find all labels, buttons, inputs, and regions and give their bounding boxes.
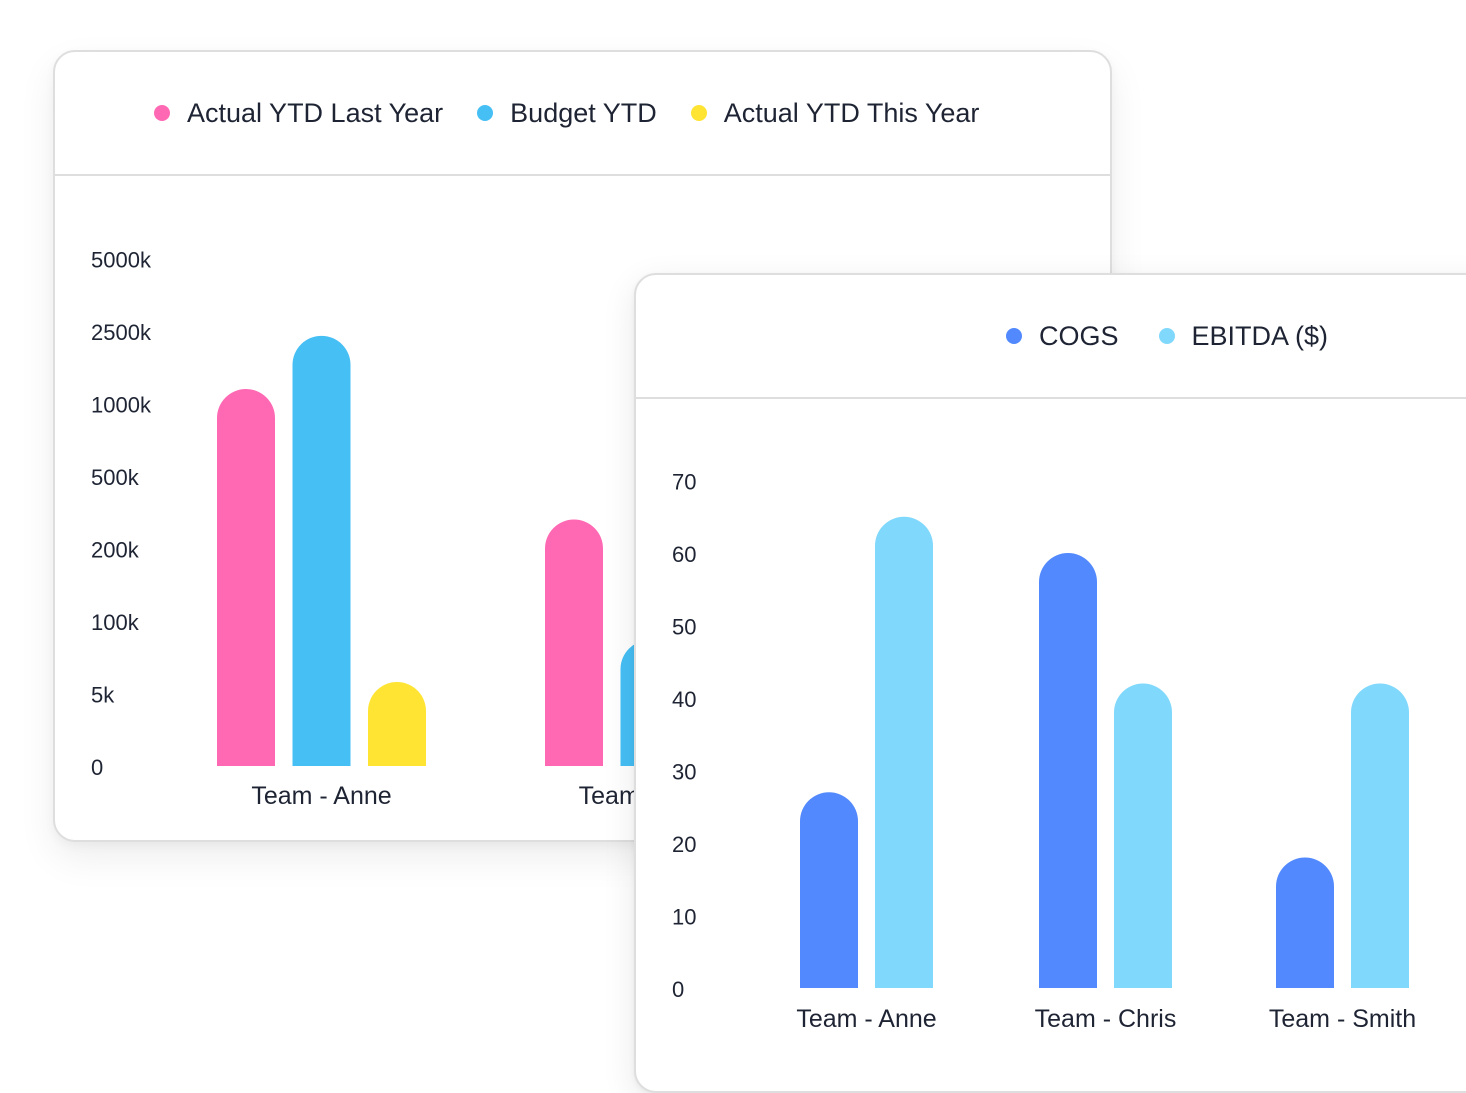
cogs-ebitda-y-tick-label: 40 [672,687,696,712]
cogs-ebitda-y-tick-label: 70 [672,470,696,495]
bar-cogs-team-anne[interactable] [800,792,858,988]
bar-ebitda-team-anne[interactable] [875,516,933,988]
bar-cogs-team-chris[interactable] [1039,553,1097,988]
ytd-y-tick-label: 0 [91,755,103,780]
cogs-ebitda-y-tick-label: 60 [672,542,696,567]
cogs-ebitda-y-tick-label: 50 [672,615,696,640]
legend-item-actual-ytd-last-year[interactable]: Actual YTD Last Year [154,98,443,129]
cogs-ebitda-y-tick-label: 30 [672,760,696,785]
cogs-ebitda-x-tick-label: Team - Smith [1269,1005,1416,1033]
ytd-y-tick-label: 100k [91,610,140,635]
ytd-x-tick-label: Team - Anne [251,782,391,810]
bar-budget-ytd-team-anne[interactable] [292,335,351,766]
cogs-ebitda-chart-legend: COGS EBITDA ($) [1006,275,1328,397]
legend-dot-actual-ytd-last-year [154,105,170,121]
ytd-chart-legend: Actual YTD Last Year Budget YTD Actual YTD… [154,52,979,174]
legend-label-actual-ytd-last-year: Actual YTD Last Year [187,97,444,128]
legend-item-actual-ytd-this-year[interactable]: Actual YTD This Year [690,97,980,129]
bar-cogs-team-smith[interactable] [1276,857,1334,989]
cogs-ebitda-y-tick-label: 10 [672,905,696,930]
ytd-y-tick-label: 5000k [91,248,152,273]
ytd-y-tick-label: 200k [91,538,140,563]
cogs-ebitda-x-tick-label: Team - Anne [796,1005,936,1033]
cogs-ebitda-y-tick-label: 0 [672,977,684,1002]
cogs-ebitda-bar-chart: 0 10 20 30 40 50 60 70 Team - Anne Team - Chris Te… [672,470,1416,1034]
cogs-ebitda-chart-header: COGS EBITDA ($) [636,275,1466,399]
legend-label-actual-ytd-this-year: Actual YTD This Year [723,97,980,128]
ytd-y-tick-label: 1000k [91,393,152,418]
ytd-chart-header: Actual YTD Last Year Budget YTD Actual YTD… [55,52,1110,176]
cogs-ebitda-x-tick-label: Team - Chris [1035,1005,1177,1033]
legend-item-ebitda[interactable]: EBITDA ($) [1158,320,1329,352]
bar-actual-ytd-this-year-team-anne[interactable] [368,682,426,766]
cogs-ebitda-chart-card: COGS EBITDA ($) 0 10 20 30 40 50 60 70 Team - Ann… [634,273,1466,1093]
ytd-y-tick-label: 5k [91,683,115,708]
legend-item-budget-ytd[interactable]: Budget YTD [477,98,657,129]
legend-dot-budget-ytd [477,105,494,121]
legend-label-ebitda: EBITDA ($) [1191,320,1329,351]
cogs-ebitda-y-tick-label: 20 [672,832,696,857]
legend-dot-cogs [1006,328,1022,344]
legend-item-cogs[interactable]: COGS [1006,321,1119,352]
legend-label-cogs: COGS [1039,320,1119,351]
ytd-y-tick-label: 500k [91,465,140,490]
bar-ebitda-team-smith[interactable] [1351,683,1409,989]
bar-actual-ytd-last-year-team-anne[interactable] [217,389,275,766]
ytd-y-tick-label: 2500k [91,320,152,345]
bar-actual-ytd-last-year-team-chris[interactable] [545,519,603,767]
legend-dot-actual-ytd-this-year [690,105,707,121]
legend-dot-ebitda [1158,328,1175,344]
legend-label-budget-ytd: Budget YTD [510,97,657,128]
bar-ebitda-team-chris[interactable] [1114,683,1172,989]
